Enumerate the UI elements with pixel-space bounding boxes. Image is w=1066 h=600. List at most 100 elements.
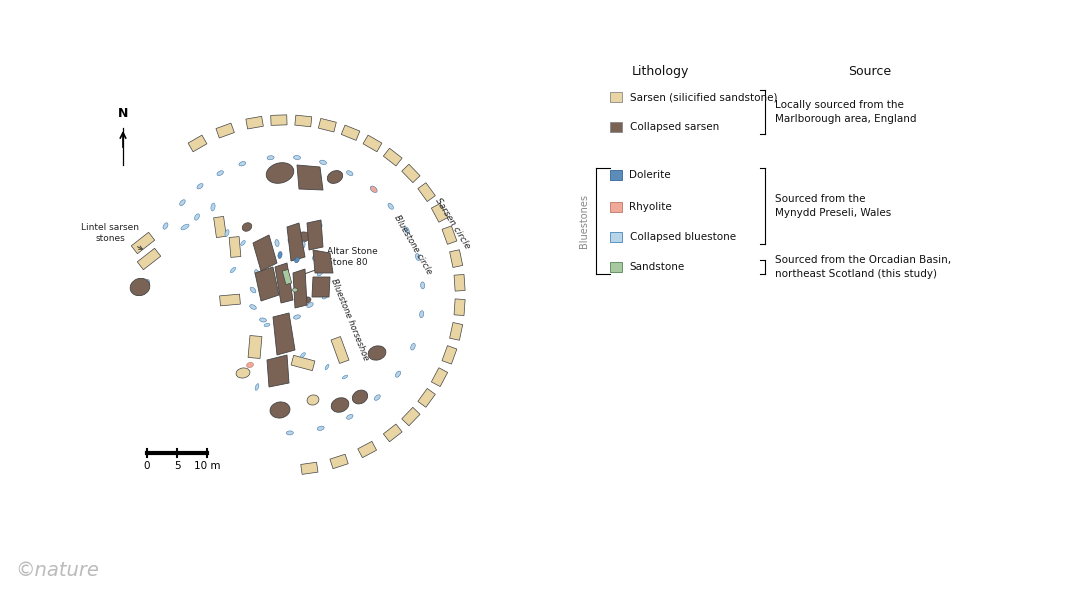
Ellipse shape bbox=[275, 368, 279, 377]
Ellipse shape bbox=[368, 346, 386, 360]
Bar bbox=[432, 368, 448, 386]
Ellipse shape bbox=[374, 395, 381, 400]
Bar bbox=[295, 115, 311, 127]
Text: Sarsen circle: Sarsen circle bbox=[434, 196, 472, 250]
Text: Collapsed bluestone: Collapsed bluestone bbox=[630, 232, 736, 242]
Text: Bluestone circle: Bluestone circle bbox=[392, 214, 434, 276]
Bar bbox=[138, 248, 161, 270]
Bar bbox=[432, 203, 448, 222]
Ellipse shape bbox=[404, 227, 409, 233]
Text: 5: 5 bbox=[174, 461, 180, 471]
Ellipse shape bbox=[249, 305, 256, 310]
Ellipse shape bbox=[322, 295, 327, 299]
Bar bbox=[450, 323, 463, 340]
Ellipse shape bbox=[318, 224, 322, 230]
Text: Sourced from the
Mynydd Preseli, Wales: Sourced from the Mynydd Preseli, Wales bbox=[775, 194, 891, 218]
Ellipse shape bbox=[370, 186, 377, 193]
Bar bbox=[402, 164, 420, 182]
Bar bbox=[610, 92, 621, 102]
Bar bbox=[610, 232, 621, 242]
Ellipse shape bbox=[255, 270, 259, 276]
Ellipse shape bbox=[314, 287, 320, 293]
Ellipse shape bbox=[270, 402, 290, 418]
Ellipse shape bbox=[296, 232, 310, 242]
Ellipse shape bbox=[342, 375, 348, 379]
Ellipse shape bbox=[239, 161, 246, 166]
Bar bbox=[402, 407, 420, 426]
Text: 0: 0 bbox=[144, 461, 150, 471]
Bar bbox=[442, 346, 457, 364]
Ellipse shape bbox=[251, 287, 256, 293]
Ellipse shape bbox=[293, 315, 301, 319]
Ellipse shape bbox=[259, 318, 266, 322]
Polygon shape bbox=[266, 355, 289, 387]
Ellipse shape bbox=[301, 353, 305, 358]
Ellipse shape bbox=[289, 340, 291, 346]
Bar bbox=[610, 170, 621, 180]
Polygon shape bbox=[312, 277, 330, 297]
Bar bbox=[188, 135, 207, 152]
Ellipse shape bbox=[275, 239, 279, 247]
Bar bbox=[418, 388, 435, 407]
Ellipse shape bbox=[287, 431, 293, 435]
Text: Sarsen (silicified sandstone): Sarsen (silicified sandstone) bbox=[630, 92, 777, 102]
Bar bbox=[220, 294, 241, 306]
Ellipse shape bbox=[303, 297, 311, 303]
Ellipse shape bbox=[395, 371, 401, 377]
Ellipse shape bbox=[197, 184, 203, 189]
Text: ©nature: ©nature bbox=[15, 561, 99, 580]
Bar bbox=[454, 299, 465, 316]
Ellipse shape bbox=[294, 257, 300, 263]
Ellipse shape bbox=[242, 223, 252, 231]
Text: Bluestones: Bluestones bbox=[579, 194, 589, 248]
Ellipse shape bbox=[194, 214, 199, 220]
Ellipse shape bbox=[353, 390, 368, 404]
Text: Altar Stone
Stone 80: Altar Stone Stone 80 bbox=[293, 247, 377, 278]
Bar bbox=[229, 236, 241, 257]
Ellipse shape bbox=[325, 364, 328, 370]
Ellipse shape bbox=[180, 200, 185, 206]
Bar bbox=[216, 123, 235, 138]
Bar bbox=[246, 116, 263, 129]
Bar bbox=[610, 202, 621, 212]
Bar bbox=[329, 454, 349, 469]
Ellipse shape bbox=[246, 362, 254, 368]
Ellipse shape bbox=[346, 171, 353, 176]
Bar bbox=[442, 226, 457, 244]
Text: Bluestone horseshoe: Bluestone horseshoe bbox=[329, 278, 371, 362]
Text: Locally sourced from the
Marlborough area, England: Locally sourced from the Marlborough are… bbox=[775, 100, 917, 124]
Bar bbox=[332, 337, 349, 364]
Polygon shape bbox=[273, 313, 295, 355]
Ellipse shape bbox=[264, 323, 270, 326]
Ellipse shape bbox=[278, 251, 282, 259]
Bar bbox=[418, 183, 435, 202]
Ellipse shape bbox=[420, 311, 423, 317]
Ellipse shape bbox=[318, 426, 324, 430]
Ellipse shape bbox=[268, 156, 274, 160]
Polygon shape bbox=[297, 165, 323, 190]
Bar bbox=[358, 442, 376, 458]
Ellipse shape bbox=[241, 241, 245, 245]
Bar bbox=[384, 148, 402, 166]
Ellipse shape bbox=[410, 343, 416, 350]
Ellipse shape bbox=[332, 398, 349, 412]
Ellipse shape bbox=[288, 237, 292, 243]
Text: N: N bbox=[118, 107, 128, 120]
Ellipse shape bbox=[276, 321, 284, 325]
Polygon shape bbox=[307, 220, 323, 250]
Ellipse shape bbox=[301, 242, 305, 248]
Bar bbox=[213, 217, 226, 238]
Text: Dolerite: Dolerite bbox=[630, 170, 672, 180]
Text: Lithology: Lithology bbox=[631, 65, 689, 78]
Ellipse shape bbox=[416, 254, 420, 260]
Ellipse shape bbox=[307, 395, 319, 405]
Ellipse shape bbox=[312, 254, 318, 260]
Ellipse shape bbox=[151, 249, 156, 256]
Ellipse shape bbox=[130, 278, 150, 296]
Ellipse shape bbox=[163, 223, 168, 229]
Ellipse shape bbox=[307, 302, 313, 307]
Polygon shape bbox=[275, 263, 293, 303]
Bar bbox=[610, 262, 621, 272]
Ellipse shape bbox=[260, 248, 265, 252]
Polygon shape bbox=[293, 269, 307, 308]
